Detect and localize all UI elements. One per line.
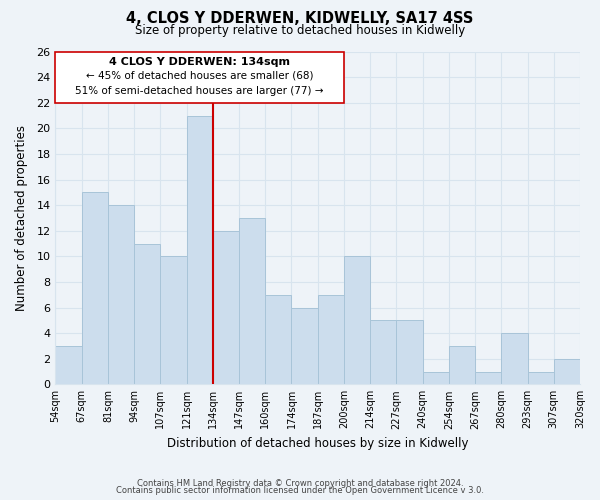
Bar — [292, 308, 318, 384]
Bar — [344, 256, 370, 384]
Bar — [475, 372, 502, 384]
Bar — [160, 256, 187, 384]
Text: Contains HM Land Registry data © Crown copyright and database right 2024.: Contains HM Land Registry data © Crown c… — [137, 478, 463, 488]
X-axis label: Distribution of detached houses by size in Kidwelly: Distribution of detached houses by size … — [167, 437, 469, 450]
Text: ← 45% of detached houses are smaller (68): ← 45% of detached houses are smaller (68… — [86, 70, 313, 81]
Bar — [502, 333, 527, 384]
Bar — [449, 346, 475, 385]
Bar — [213, 230, 239, 384]
Bar — [187, 116, 213, 384]
Bar — [239, 218, 265, 384]
Bar — [554, 358, 580, 384]
Bar — [134, 244, 160, 384]
Text: 51% of semi-detached houses are larger (77) →: 51% of semi-detached houses are larger (… — [76, 86, 324, 96]
Bar — [397, 320, 422, 384]
Bar — [370, 320, 397, 384]
Text: 4, CLOS Y DDERWEN, KIDWELLY, SA17 4SS: 4, CLOS Y DDERWEN, KIDWELLY, SA17 4SS — [127, 11, 473, 26]
Text: Size of property relative to detached houses in Kidwelly: Size of property relative to detached ho… — [135, 24, 465, 37]
Bar — [108, 205, 134, 384]
FancyBboxPatch shape — [55, 52, 344, 102]
Text: 4 CLOS Y DDERWEN: 134sqm: 4 CLOS Y DDERWEN: 134sqm — [109, 56, 290, 66]
Text: Contains public sector information licensed under the Open Government Licence v : Contains public sector information licen… — [116, 486, 484, 495]
Bar — [318, 294, 344, 384]
Bar — [265, 294, 292, 384]
Bar — [82, 192, 108, 384]
Bar — [422, 372, 449, 384]
Y-axis label: Number of detached properties: Number of detached properties — [15, 125, 28, 311]
Bar — [527, 372, 554, 384]
Bar — [55, 346, 82, 385]
